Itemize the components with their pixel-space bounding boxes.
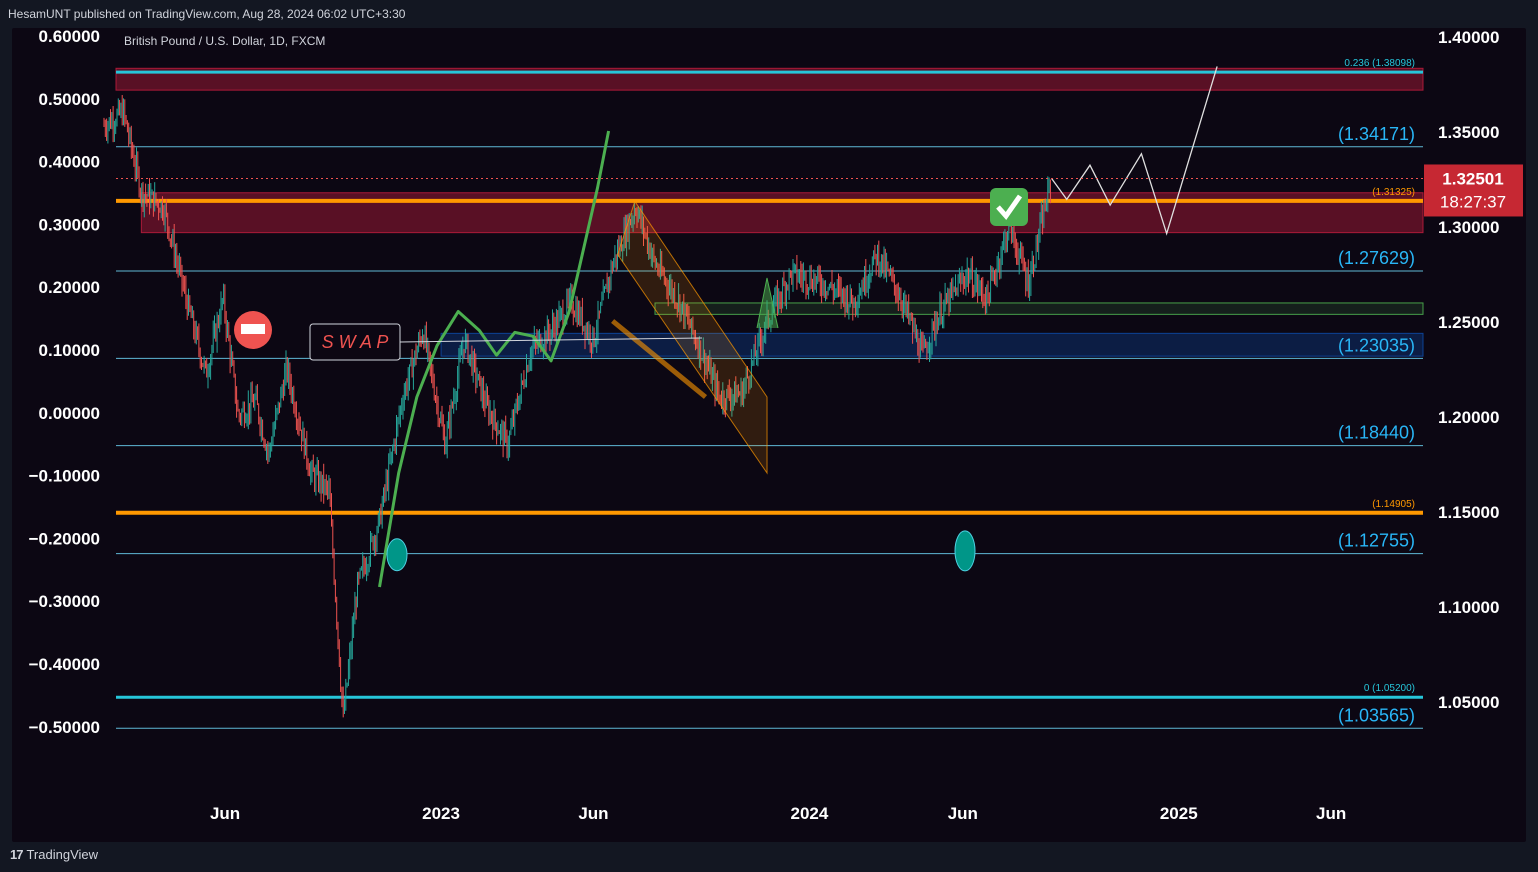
left-axis-tick: −0.30000: [29, 592, 100, 611]
x-axis-tick: 2025: [1160, 804, 1198, 823]
up-arrow-icon: [756, 277, 779, 329]
zone-supply: [140, 192, 1424, 234]
x-axis-tick: Jun: [948, 804, 978, 823]
tradingview-logo[interactable]: 17 TradingView: [10, 847, 98, 862]
right-axis-tick: 1.35000: [1438, 123, 1499, 142]
fib-label: (1.14905): [1372, 499, 1415, 510]
channel-arrow: [611, 319, 708, 399]
drawings-layer: S W A P: [234, 66, 1218, 588]
left-axis-tick: 0.40000: [39, 153, 100, 172]
descending-channel: [617, 200, 768, 475]
left-axis-tick: −0.50000: [29, 718, 100, 737]
left-axis-tick: 0.50000: [39, 90, 100, 109]
swap-pointer: [399, 337, 703, 343]
x-axis-tick: 2023: [422, 804, 460, 823]
left-axis-tick: 0.60000: [39, 28, 100, 46]
level-label: (1.34171): [1338, 124, 1415, 144]
x-axis-tick: Jun: [1316, 804, 1346, 823]
fib-label: 0.236 (1.38098): [1344, 58, 1415, 69]
right-axis-tick: 1.40000: [1438, 28, 1499, 47]
x-axis-tick: Jun: [210, 804, 240, 823]
left-axis-tick: −0.20000: [29, 529, 100, 548]
tradingview-wordmark: TradingView: [26, 847, 99, 862]
zone-supply: [115, 67, 1424, 91]
check-icon: [990, 188, 1028, 226]
left-axis-tick: 0.30000: [39, 215, 100, 234]
retest-marker: [386, 538, 408, 572]
level-label: (1.18440): [1338, 423, 1415, 443]
left-axis-tick: −0.40000: [29, 655, 100, 674]
fib-label: (1.31325): [1372, 187, 1415, 198]
news-icon: [241, 324, 265, 334]
countdown-timer: 18:27:37: [1440, 192, 1506, 211]
right-axis-tick: 1.20000: [1438, 408, 1499, 427]
wave-path: [378, 130, 611, 588]
current-price-value: 1.32501: [1442, 169, 1503, 188]
level-label: (1.12755): [1338, 531, 1415, 551]
candles-layer: [103, 95, 1051, 718]
publisher-bar: HesamUNT published on TradingView.com, A…: [0, 0, 1538, 28]
left-axis-tick: 0.10000: [39, 341, 100, 360]
right-axis-tick: 1.30000: [1438, 218, 1499, 237]
left-axis-tick: 0.00000: [39, 404, 100, 423]
level-label: (1.03565): [1338, 705, 1415, 725]
left-axis-tick: −0.10000: [29, 467, 100, 486]
levels-layer: (1.34171) (1.27629) (1.23035) (1.18440) (1.1…: [116, 58, 1423, 729]
right-axis-tick: 1.25000: [1438, 313, 1499, 332]
left-axis-tick: 0.20000: [39, 278, 100, 297]
chart-frame[interactable]: (1.34171) (1.27629) (1.23035) (1.18440) (1.1…: [12, 27, 1526, 842]
projection-path: [1051, 66, 1218, 236]
level-label: (1.23035): [1338, 335, 1415, 355]
level-label: (1.27629): [1338, 248, 1415, 268]
right-axis-tick: 1.05000: [1438, 693, 1499, 712]
price-chart[interactable]: (1.34171) (1.27629) (1.23035) (1.18440) (1.1…: [12, 27, 1526, 842]
retest-marker: [954, 530, 976, 572]
check-icon: [996, 194, 1023, 221]
footer-bar: 17 TradingView: [0, 842, 1538, 872]
swap-label: S W A P: [322, 332, 389, 352]
right-axis-tick: 1.10000: [1438, 598, 1499, 617]
right-axis-tick: 1.15000: [1438, 503, 1499, 522]
axes-layer: 1.40000 1.35000 1.30000 1.25000 1.20000 1.150…: [29, 27, 1523, 823]
fib-label: 0 (1.05200): [1364, 683, 1415, 694]
published-by-text: HesamUNT published on TradingView.com, A…: [8, 7, 406, 21]
x-axis-tick: 2024: [790, 804, 828, 823]
tradingview-icon: 17: [10, 847, 24, 862]
current-price-badge: [1424, 164, 1523, 217]
symbol-title: British Pound / U.S. Dollar, 1D, FXCM: [124, 34, 325, 48]
x-axis-tick: Jun: [578, 804, 608, 823]
